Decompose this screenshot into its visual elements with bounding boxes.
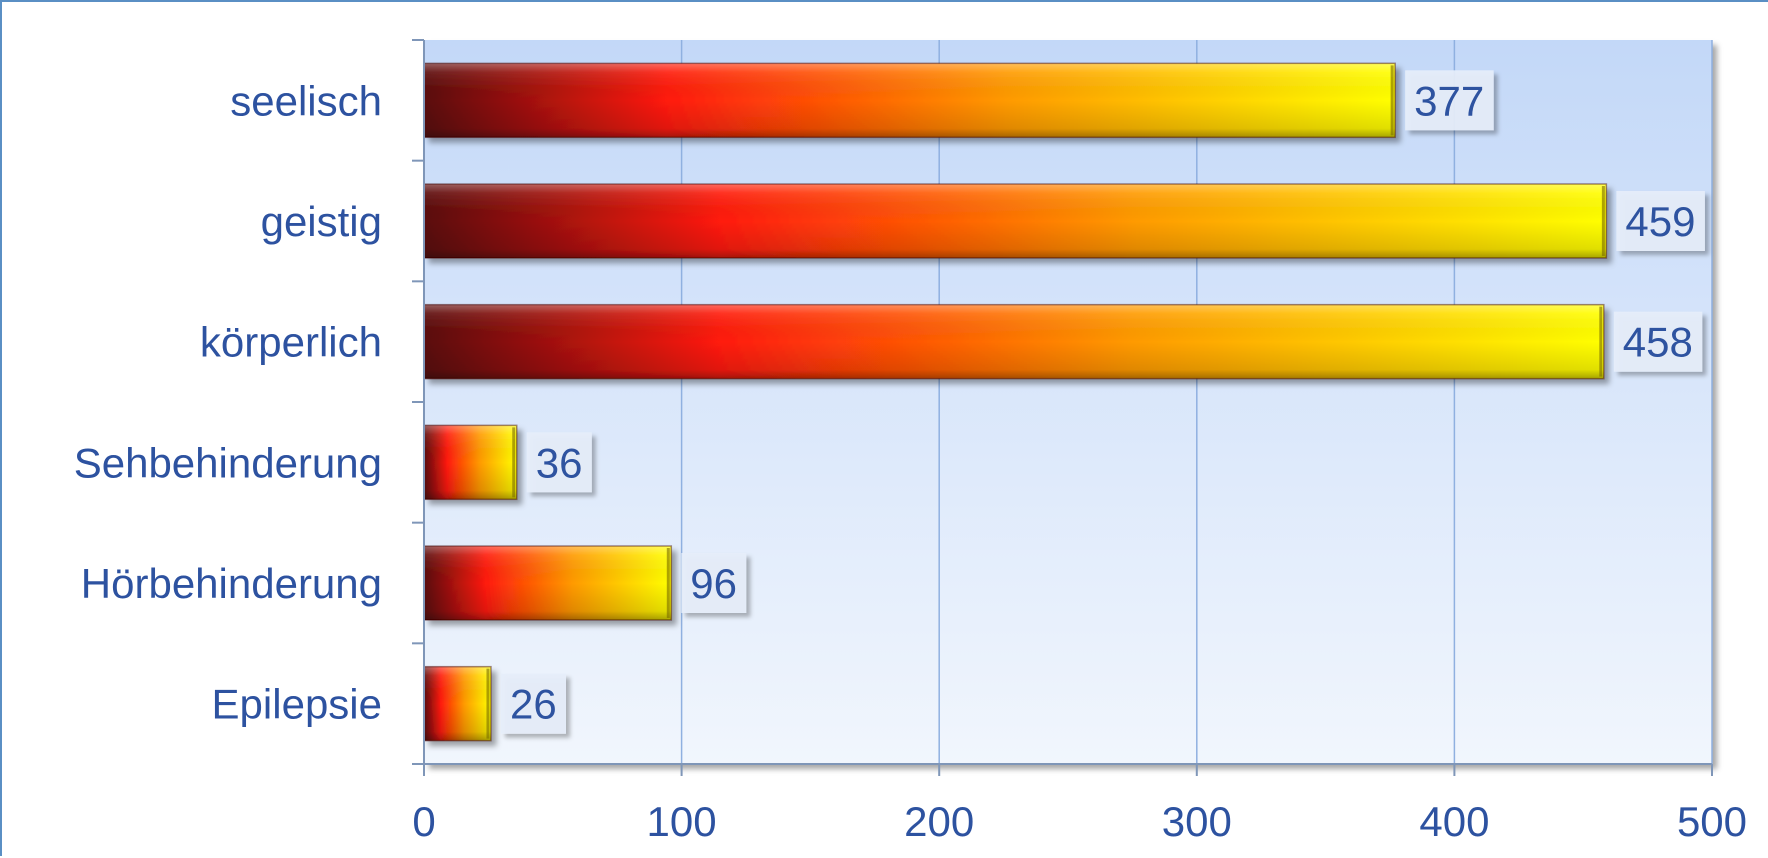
bar-5: [423, 665, 492, 742]
data-label-text: 36: [536, 439, 583, 486]
bar-0: [423, 62, 1396, 139]
bar-4: [423, 545, 673, 621]
category-label-1: geistig: [261, 198, 382, 245]
grid-lines: [680, 40, 1713, 764]
x-tick-label-200: 200: [904, 798, 974, 845]
data-label-text: 459: [1625, 198, 1695, 245]
category-label-4: Hörbehinderung: [81, 560, 382, 607]
x-tick-label-500: 500: [1677, 798, 1747, 845]
category-label-0: seelisch: [230, 77, 382, 124]
category-label-3: Sehbehinderung: [74, 439, 382, 486]
x-tick-labels: 0 100 200 300 400 500: [412, 798, 1747, 845]
x-tick-label-400: 400: [1419, 798, 1489, 845]
bar-1: [423, 183, 1608, 259]
bars: [423, 62, 1608, 742]
bar-2: [423, 303, 1605, 380]
category-labels: seelisch geistig körperlich Sehbehinderung H…: [74, 77, 382, 727]
data-label-4: 96: [681, 553, 747, 613]
category-label-2: körperlich: [200, 319, 382, 366]
data-label-text: 96: [690, 560, 737, 607]
data-labels: 377 459 458 36 96 26: [500, 70, 1705, 734]
data-label-2: 458: [1613, 311, 1703, 372]
category-label-5: Epilepsie: [212, 681, 382, 728]
data-label-3: 36: [526, 432, 592, 493]
data-label-5: 26: [500, 673, 566, 734]
plot-area: [424, 40, 1712, 764]
x-tick-label-300: 300: [1162, 798, 1232, 845]
bar-3: [423, 424, 518, 501]
x-tick-label-0: 0: [412, 798, 435, 845]
data-label-text: 458: [1623, 319, 1693, 366]
data-label-text: 377: [1414, 77, 1484, 124]
x-tick-label-100: 100: [647, 798, 717, 845]
data-label-text: 26: [510, 681, 557, 728]
data-label-1: 459: [1616, 191, 1705, 251]
plot-background: [424, 40, 1712, 764]
data-label-0: 377: [1405, 70, 1494, 131]
axes: [412, 39, 1713, 776]
